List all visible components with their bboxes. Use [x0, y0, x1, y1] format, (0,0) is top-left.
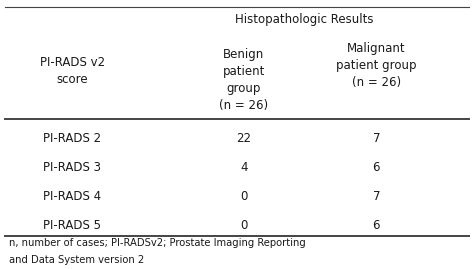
Text: 6: 6: [373, 219, 380, 232]
Text: PI-RADS 2: PI-RADS 2: [43, 132, 101, 145]
Text: 22: 22: [237, 132, 252, 145]
Text: PI-RADS 4: PI-RADS 4: [43, 190, 101, 203]
Text: 7: 7: [373, 132, 380, 145]
Text: 4: 4: [240, 161, 248, 174]
Text: 7: 7: [373, 190, 380, 203]
Text: and Data System version 2: and Data System version 2: [9, 255, 145, 265]
Text: Malignant
patient group
(n = 26): Malignant patient group (n = 26): [336, 43, 417, 90]
Text: 0: 0: [240, 190, 247, 203]
Text: Benign
patient
group
(n = 26): Benign patient group (n = 26): [219, 48, 269, 112]
Text: 6: 6: [373, 161, 380, 174]
Text: PI-RADS 5: PI-RADS 5: [43, 219, 101, 232]
Text: 0: 0: [240, 219, 247, 232]
Text: n, number of cases; PI-RADSv2; Prostate Imaging Reporting: n, number of cases; PI-RADSv2; Prostate …: [9, 238, 306, 247]
Text: PI-RADS 3: PI-RADS 3: [43, 161, 101, 174]
Text: Histopathologic Results: Histopathologic Results: [235, 13, 374, 26]
Text: PI-RADS v2
score: PI-RADS v2 score: [39, 56, 105, 86]
